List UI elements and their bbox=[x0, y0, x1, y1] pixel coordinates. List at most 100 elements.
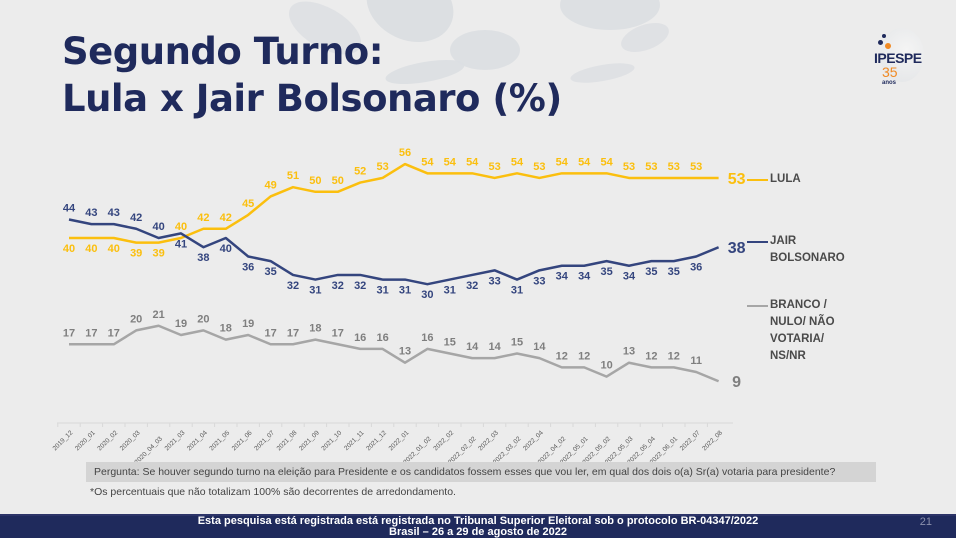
legend-label-lula: LULA bbox=[770, 173, 801, 185]
data-label: 41 bbox=[175, 238, 187, 250]
data-label: 53 bbox=[488, 161, 500, 173]
data-label: 14 bbox=[533, 341, 546, 353]
footer-date: Brasil – 26 a 29 de agosto de 2022 bbox=[389, 526, 567, 538]
data-label: 17 bbox=[264, 327, 276, 339]
lula-swatch-icon bbox=[747, 179, 768, 181]
data-label: 16 bbox=[376, 332, 388, 344]
data-label: 50 bbox=[309, 175, 321, 187]
x-tick-label: 2021_06 bbox=[231, 429, 254, 452]
data-label: 53 bbox=[668, 161, 680, 173]
data-label: 51 bbox=[287, 170, 299, 182]
data-label: 38 bbox=[728, 240, 746, 257]
data-label: 9 bbox=[732, 374, 741, 391]
data-label: 43 bbox=[108, 207, 120, 219]
legend-item-lula: LULA bbox=[747, 171, 801, 188]
data-label: 14 bbox=[466, 341, 479, 353]
data-label: 53 bbox=[645, 161, 657, 173]
ipespe-logo: IPESPE 35 anos bbox=[870, 28, 924, 88]
data-label: 40 bbox=[220, 243, 232, 255]
page-number: 21 bbox=[919, 516, 932, 528]
data-label: 54 bbox=[511, 156, 524, 168]
data-label: 53 bbox=[690, 161, 702, 173]
x-tick-label: 2022_04 bbox=[522, 429, 545, 452]
x-tick-label: 2022_08 bbox=[701, 429, 724, 452]
data-label: 16 bbox=[354, 332, 366, 344]
data-label: 33 bbox=[533, 275, 545, 287]
data-label: 20 bbox=[197, 313, 209, 325]
data-label: 32 bbox=[354, 280, 366, 292]
data-label: 53 bbox=[728, 171, 746, 188]
data-label: 19 bbox=[175, 318, 187, 330]
data-label: 53 bbox=[376, 161, 388, 173]
data-label: 18 bbox=[309, 323, 321, 335]
data-label: 30 bbox=[421, 289, 433, 301]
data-label: 17 bbox=[332, 327, 344, 339]
x-tick-label: 2021_11 bbox=[343, 429, 366, 452]
data-label: 19 bbox=[242, 318, 254, 330]
legend-label-bolsonaro-2: BOLSONARO bbox=[770, 252, 845, 264]
x-tick-label: 2020_03 bbox=[119, 429, 142, 452]
data-label: 35 bbox=[645, 266, 657, 278]
data-label: 40 bbox=[85, 243, 97, 255]
data-label: 34 bbox=[556, 271, 569, 283]
logo-dot-icon bbox=[878, 40, 883, 45]
data-label: 32 bbox=[466, 280, 478, 292]
data-label: 42 bbox=[197, 212, 209, 224]
x-tick-label: 2022_07 bbox=[679, 429, 702, 452]
data-label: 31 bbox=[309, 285, 321, 297]
data-label: 54 bbox=[578, 156, 591, 168]
data-label: 49 bbox=[264, 179, 276, 191]
logo-anos: anos bbox=[882, 80, 897, 86]
series-line-0 bbox=[69, 162, 719, 244]
data-label: 42 bbox=[220, 212, 232, 224]
data-label: 54 bbox=[600, 156, 613, 168]
data-label: 12 bbox=[668, 350, 680, 362]
data-label: 12 bbox=[556, 350, 568, 362]
data-label: 54 bbox=[466, 156, 479, 168]
x-tick-label: 2021_03 bbox=[164, 429, 187, 452]
data-label: 11 bbox=[690, 355, 702, 367]
data-label: 21 bbox=[152, 309, 164, 321]
data-label: 40 bbox=[63, 243, 75, 255]
footer-registration: Esta pesquisa está registrada está regis… bbox=[197, 515, 759, 527]
data-label: 17 bbox=[108, 327, 120, 339]
logo-name: IPESPE bbox=[874, 50, 922, 66]
bolsonaro-swatch-icon bbox=[747, 241, 768, 243]
title-line-2: Lula x Jair Bolsonaro (%) bbox=[62, 77, 562, 120]
page-title: Segundo Turno: Lula x Jair Bolsonaro (%) bbox=[62, 28, 562, 122]
data-label: 33 bbox=[488, 275, 500, 287]
data-label: 13 bbox=[623, 346, 635, 358]
data-label: 31 bbox=[376, 285, 388, 297]
legend-label-branco-3: VOTARIA/ bbox=[770, 333, 825, 345]
logo-dot-icon bbox=[882, 34, 886, 38]
data-label: 32 bbox=[287, 280, 299, 292]
series-line-2 bbox=[69, 324, 720, 383]
logo-years: 35 bbox=[882, 64, 898, 80]
data-label: 40 bbox=[152, 221, 164, 233]
data-label: 50 bbox=[332, 175, 344, 187]
data-label: 56 bbox=[399, 147, 411, 159]
logo-globe-icon bbox=[880, 28, 924, 82]
x-tick-label: 2021_08 bbox=[276, 429, 299, 452]
data-label: 52 bbox=[354, 166, 366, 178]
data-label: 38 bbox=[197, 252, 209, 264]
data-label: 20 bbox=[130, 313, 142, 325]
x-tick-label: 2020_01 bbox=[74, 429, 97, 452]
legend-item-branco: BRANCO / NULO/ NÃO VOTARIA/ NS/NR bbox=[747, 297, 835, 365]
x-tick-label: 2021_09 bbox=[298, 429, 321, 452]
data-label: 12 bbox=[645, 350, 657, 362]
legend-item-bolsonaro: JAIR BOLSONARO bbox=[747, 233, 845, 267]
x-tick-label: 2021_12 bbox=[365, 429, 388, 452]
data-label: 17 bbox=[63, 327, 75, 339]
data-label: 40 bbox=[108, 243, 120, 255]
legend-label-bolsonaro-1: JAIR bbox=[770, 235, 797, 247]
branco-swatch-icon bbox=[747, 305, 768, 307]
x-tick-label: 2019_12 bbox=[52, 429, 75, 452]
data-label: 15 bbox=[444, 337, 456, 349]
data-label: 15 bbox=[511, 337, 523, 349]
data-label: 39 bbox=[152, 248, 164, 260]
data-label: 36 bbox=[242, 261, 254, 273]
data-label: 17 bbox=[287, 327, 299, 339]
title-line-1: Segundo Turno: bbox=[62, 30, 384, 73]
